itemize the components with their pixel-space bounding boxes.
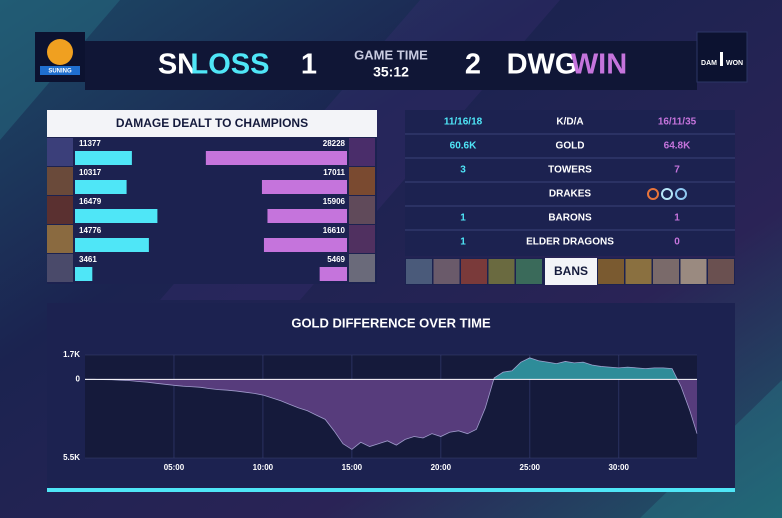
y-tick-label: 5.5K [63,453,80,462]
damage-panel [47,110,377,284]
bans-label: BANS [554,264,588,278]
damage-value: 16610 [323,226,346,235]
drake-icon [647,188,659,200]
x-tick-label: 10:00 [253,463,274,472]
drake-icon [661,188,673,200]
damage-value: 11377 [79,139,101,148]
header-bar [85,41,697,90]
damage-bar [75,151,132,165]
team-right: DWG [507,49,578,81]
logo-right-text: WON [726,60,743,67]
damage-bar [205,151,347,165]
y-tick-label: 0 [76,374,81,383]
chart-title: GOLD DIFFERENCE OVER TIME [291,315,491,330]
damage-bar [75,267,93,281]
stat-left: 3 [460,165,466,176]
stat-right: 1 [674,213,680,224]
gold-line [85,357,698,450]
stat-left: 60.6K [450,141,477,152]
damage-value: 17011 [323,168,345,177]
stat-label: TOWERS [548,165,592,176]
champion-icon [47,254,73,282]
team-left: SN [158,49,198,81]
champion-icon [47,196,73,224]
score-right: 2 [465,49,481,81]
damage-bar [261,180,347,194]
stat-label: K/D/A [556,117,583,128]
stat-right: 0 [674,237,680,248]
champion-icon [47,225,73,253]
stats-panel [405,110,735,256]
ban-icon [406,259,432,284]
ban-icon [653,259,679,284]
score-left: 1 [301,49,317,81]
damage-bar [75,180,127,194]
stat-left: 1 [460,213,466,224]
ban-icon [680,259,707,284]
stat-left: 11/16/18 [444,117,483,128]
gold-area-negative [93,379,697,450]
champion-icon [349,196,375,224]
damage-value: 16479 [79,197,102,206]
gold-area-positive [85,357,697,380]
damage-bar [319,267,347,281]
damage-bar [267,209,347,223]
y-tick-label: 1.7K [63,350,80,359]
ban-icon [488,259,515,284]
ban-icon [708,259,734,284]
game-time: 35:12 [373,64,409,80]
logo-left-icon [47,39,73,65]
drake-icon [675,188,687,200]
ban-icon [433,259,460,284]
stat-label: BARONS [548,213,592,224]
damage-title-bar [47,110,377,137]
logo-right-mark [720,52,723,66]
damage-bar [263,238,347,252]
damage-value: 3461 [79,255,97,264]
bans-label-box [545,258,597,285]
x-tick-label: 20:00 [431,463,452,472]
damage-value: 15906 [323,197,346,206]
stat-label: ELDER DRAGONS [526,237,614,248]
logo-left-banner [40,66,80,75]
damage-value: 28228 [323,139,346,148]
champion-icon [47,138,73,166]
stat-label: DRAKES [549,189,592,200]
champion-icon [349,167,375,195]
x-tick-label: 15:00 [342,463,363,472]
game-time-label: GAME TIME [354,47,428,62]
stat-label: GOLD [556,141,585,152]
stat-left: 1 [460,237,466,248]
result-right: WIN [571,49,627,81]
ban-icon [598,259,624,284]
result-left: LOSS [191,49,270,81]
damage-title: DAMAGE DEALT TO CHAMPIONS [116,116,308,130]
champion-icon [349,225,375,253]
gold-panel-strip [47,488,735,492]
stat-right: 64.8K [664,141,691,152]
champion-icon [349,254,375,282]
damage-value: 14776 [79,226,102,235]
champion-icon [349,138,375,166]
damage-value: 5469 [327,255,345,264]
stat-right: 16/11/35 [658,117,697,128]
logo-right-text: DAM [701,60,717,67]
ban-icon [625,259,652,284]
champion-icon [47,167,73,195]
x-tick-label: 25:00 [520,463,541,472]
damage-value: 10317 [79,168,102,177]
damage-bar [75,209,158,223]
damage-bar [75,238,149,252]
ban-icon [461,259,487,284]
ban-icon [516,259,542,284]
x-tick-label: 30:00 [608,463,629,472]
x-tick-label: 05:00 [164,463,185,472]
logo-left-text: SUNING [48,69,72,75]
stat-right: 7 [674,165,680,176]
